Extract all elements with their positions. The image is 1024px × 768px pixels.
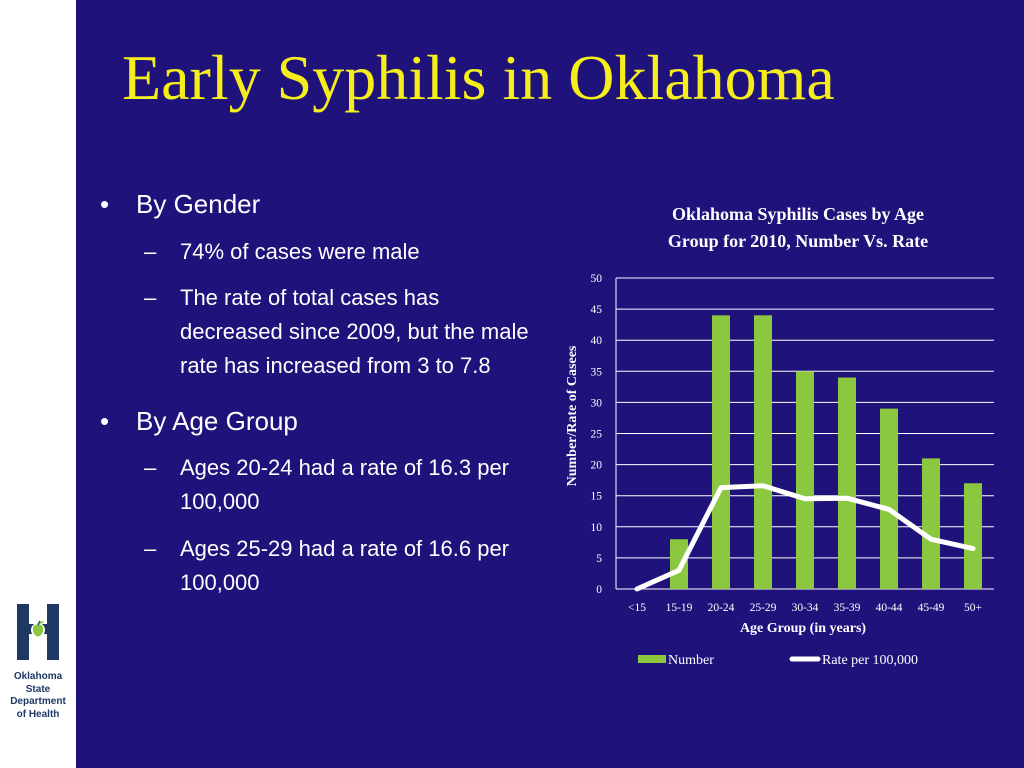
x-tick-label: 35-39 bbox=[834, 602, 861, 614]
sub-bullet-text: 74% of cases were male bbox=[180, 238, 420, 264]
bullet-dot-icon: • bbox=[100, 189, 110, 219]
bullet-age-group: • By Age Group bbox=[100, 405, 540, 438]
bar bbox=[796, 371, 814, 589]
legend-swatch-number bbox=[638, 655, 666, 663]
x-tick-label: 45-49 bbox=[918, 602, 945, 614]
y-tick-label: 10 bbox=[591, 522, 603, 534]
x-axis-ticks: <15 15-19 20-24 25-29 30-34 35-39 40-44 45-49 50… bbox=[628, 602, 982, 614]
bar bbox=[670, 539, 688, 589]
y-tick-label: 35 bbox=[591, 366, 603, 378]
y-tick-label: 5 bbox=[596, 553, 602, 565]
y-tick-label: 0 bbox=[596, 584, 602, 596]
logo-line: of Health bbox=[16, 708, 60, 720]
chart-legend: Number Rate per 100,000 bbox=[638, 653, 918, 668]
line-series bbox=[634, 483, 976, 592]
x-tick-label: 20-24 bbox=[708, 602, 735, 614]
logo-line: State bbox=[25, 683, 51, 695]
bar bbox=[838, 377, 856, 589]
sidebar-panel bbox=[0, 0, 76, 768]
rate-line bbox=[634, 483, 976, 592]
dash-icon: – bbox=[144, 535, 157, 561]
chart-title-line: Oklahoma Syphilis Cases by Age bbox=[672, 204, 924, 224]
bullet-text: By Gender bbox=[136, 189, 261, 219]
bullet-list: • By Gender – 74% of cases were male – T… bbox=[100, 188, 540, 612]
sub-bullet: – 74% of cases were male bbox=[100, 235, 540, 269]
y-tick-label: 40 bbox=[591, 335, 603, 347]
dash-icon: – bbox=[144, 455, 157, 481]
bullet-text: By Age Group bbox=[136, 405, 298, 436]
apple-h-logo-icon bbox=[17, 604, 59, 660]
bar bbox=[922, 458, 940, 589]
sub-bullet-text: Ages 20-24 had a rate of 16.3 per 100,00… bbox=[180, 455, 510, 515]
y-tick-label: 15 bbox=[591, 491, 603, 503]
y-tick-label: 45 bbox=[591, 304, 603, 316]
health-department-logo: Oklahoma State Department of Health bbox=[6, 602, 70, 721]
sub-bullet-text: Ages 25-29 had a rate of 16.6 per 100,00… bbox=[180, 535, 510, 595]
slide-title: Early Syphilis in Oklahoma bbox=[122, 42, 835, 113]
y-axis-label: Number/Rate of Casees bbox=[565, 345, 580, 486]
y-tick-label: 50 bbox=[591, 273, 603, 285]
x-tick-label: 40-44 bbox=[876, 602, 903, 614]
dash-icon: – bbox=[144, 238, 157, 264]
legend-label-number: Number bbox=[668, 653, 714, 668]
bar bbox=[964, 483, 982, 589]
y-tick-label: 30 bbox=[591, 397, 603, 409]
bar bbox=[712, 315, 730, 589]
slide-background bbox=[76, 0, 1024, 768]
bar bbox=[880, 408, 898, 589]
sub-bullet: – Ages 20-24 had a rate of 16.3 per 100,… bbox=[100, 451, 540, 519]
sub-bullet: – Ages 25-29 had a rate of 16.6 per 100,… bbox=[100, 532, 540, 600]
x-tick-label: 25-29 bbox=[750, 602, 777, 614]
bullet-gender: • By Gender bbox=[100, 188, 540, 221]
x-axis-label: Age Group (in years) bbox=[740, 621, 866, 636]
logo-line: Department bbox=[10, 696, 66, 707]
bar-series bbox=[670, 315, 982, 589]
y-tick-label: 20 bbox=[591, 460, 603, 472]
bullet-dot-icon: • bbox=[100, 405, 110, 436]
dash-icon: – bbox=[144, 284, 157, 310]
x-tick-label: 50+ bbox=[964, 602, 982, 614]
y-axis-ticks: 0 5 10 15 20 25 30 35 40 45 50 bbox=[591, 273, 603, 596]
logo-line: Oklahoma bbox=[13, 671, 63, 682]
legend-label-rate: Rate per 100,000 bbox=[822, 653, 918, 668]
sub-bullet-text: The rate of total cases has decreased si… bbox=[180, 284, 529, 378]
x-tick-label: <15 bbox=[628, 602, 646, 614]
logo-text: Oklahoma State Department of Health bbox=[6, 671, 70, 721]
x-tick-label: 30-34 bbox=[792, 602, 819, 614]
x-tick-label: 15-19 bbox=[666, 602, 693, 614]
y-tick-label: 25 bbox=[591, 429, 603, 441]
chart-title-line: Group for 2010, Number Vs. Rate bbox=[668, 231, 928, 251]
bar bbox=[754, 315, 772, 589]
sub-bullet: – The rate of total cases has decreased … bbox=[100, 281, 540, 383]
